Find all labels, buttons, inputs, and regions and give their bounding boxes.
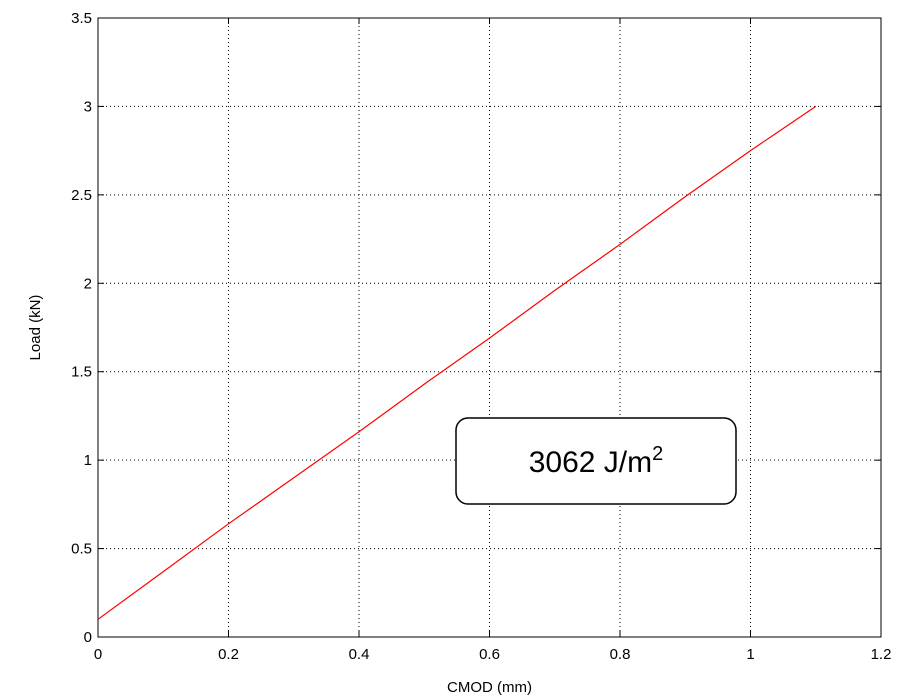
x-axis-label: CMOD (mm): [447, 679, 532, 696]
y-tick-label: 0.5: [71, 541, 92, 558]
y-tick-label: 2.5: [71, 187, 92, 204]
grid: [98, 18, 881, 637]
annotation-text: 3062 J/m2: [529, 443, 664, 479]
y-tick-label: 3.5: [71, 10, 92, 27]
y-axis-label: Load (kN): [27, 295, 44, 361]
y-tick-label: 2: [84, 275, 92, 292]
x-tick-label: 0.6: [479, 646, 500, 663]
x-tick-label: 1.2: [871, 646, 892, 663]
y-tick-label: 1: [84, 452, 92, 469]
annotation-frame: [455, 417, 737, 505]
x-tick-label: 0.8: [610, 646, 631, 663]
annotation-value: 3062 J/m: [529, 446, 652, 479]
series-layer: [97, 105, 817, 620]
x-tick-label: 1: [746, 646, 754, 663]
y-tick-label: 0: [84, 629, 92, 646]
x-tick-label: 0.4: [349, 646, 370, 663]
tick-labels: 0 0.2 0.4 0.6 0.8 1 1.2 0 0.5 1 1.5 2 2.5 3 3.5: [71, 10, 891, 663]
annotation-box: 3062 J/m2: [455, 417, 737, 505]
x-tick-label: 0: [94, 646, 102, 663]
ticks: [97, 17, 882, 638]
x-tick-label: 0.2: [218, 646, 239, 663]
annotation-superscript: 2: [652, 443, 663, 465]
y-tick-label: 1.5: [71, 364, 92, 381]
series-line: [97, 105, 817, 620]
y-tick-label: 3: [84, 98, 92, 115]
